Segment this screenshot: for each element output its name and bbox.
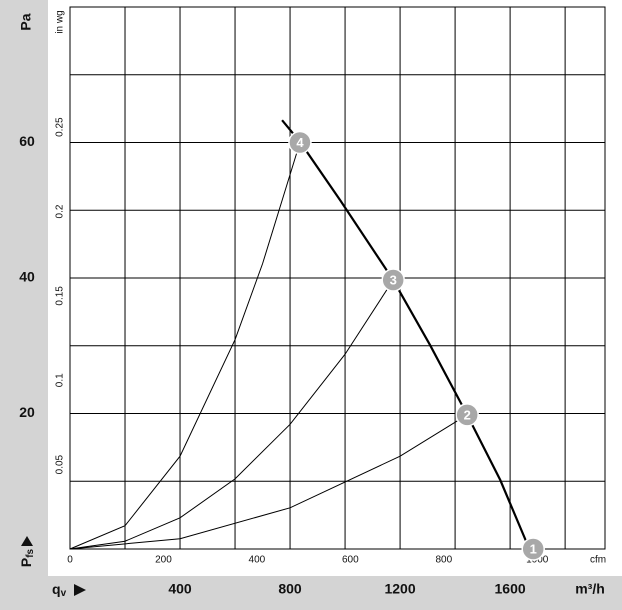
x2-tick-label: 0 <box>67 555 73 566</box>
curve <box>69 414 468 550</box>
point-label: 4 <box>296 135 304 150</box>
y2-tick-label: 0.2 <box>55 204 66 218</box>
y-tick-label: 20 <box>19 404 35 420</box>
operating-point <box>521 537 545 561</box>
point-label: 3 <box>390 272 397 287</box>
y-symbol: Pfs <box>18 548 36 567</box>
x2-tick-label: 400 <box>249 555 266 566</box>
y-tick-label: 60 <box>19 133 35 149</box>
x2-tick-label: 800 <box>435 555 452 566</box>
operating-point <box>455 403 479 427</box>
y-symbol-main: P <box>18 558 34 567</box>
x-symbol-main: q <box>52 581 61 597</box>
x2-tick-label: 1000 <box>526 555 549 566</box>
y2-tick-label: 0.05 <box>55 454 66 474</box>
y2-tick-label: 0.25 <box>55 117 66 137</box>
y2-tick-label: 0.1 <box>55 373 66 387</box>
y-axis-label: Pa <box>18 13 34 30</box>
x-tick-label: 1200 <box>384 581 415 597</box>
y2-tick-label: 0.15 <box>55 286 66 306</box>
y-arrow <box>21 536 33 546</box>
y-symbol-sub: fs <box>25 548 36 557</box>
x-tick-label: 1600 <box>495 581 526 597</box>
left-band <box>0 0 48 610</box>
point-label: 1 <box>530 541 537 556</box>
point-label: 2 <box>464 407 471 422</box>
x-symbol-sub: v <box>61 588 67 599</box>
x2-axis-label: cfm <box>590 555 606 566</box>
x-symbol: qv <box>52 581 67 599</box>
bottom-band <box>0 576 622 610</box>
operating-point <box>288 130 312 155</box>
x-tick-label: 800 <box>278 581 302 597</box>
y-tick-label: 40 <box>19 269 35 285</box>
x2-tick-label: 200 <box>155 555 172 566</box>
x-tick-label: 400 <box>168 581 192 597</box>
x-axis-label: m³/h <box>575 581 605 597</box>
x2-tick-label: 600 <box>342 555 359 566</box>
curve <box>69 142 301 550</box>
curve <box>69 279 394 550</box>
x-arrow <box>74 584 86 596</box>
operating-point <box>381 268 405 292</box>
y2-axis-label: in wg <box>55 10 66 33</box>
